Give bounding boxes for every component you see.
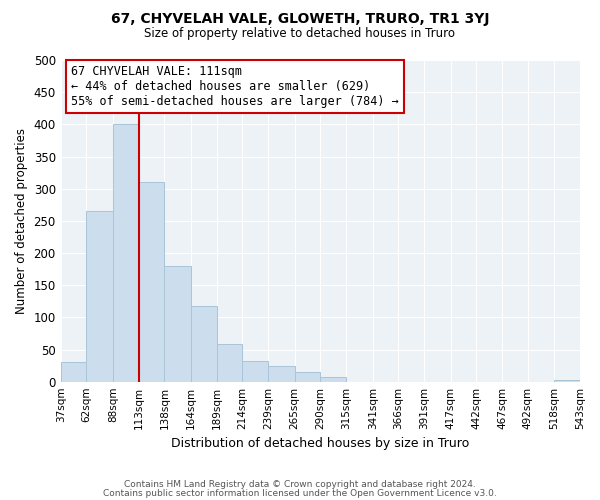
Bar [164,266,191,382]
Bar [113,124,139,382]
Bar [86,211,113,382]
Bar [268,366,295,382]
Bar [295,372,320,382]
Bar [554,380,580,382]
Text: Contains public sector information licensed under the Open Government Licence v3: Contains public sector information licen… [103,488,497,498]
Bar [191,306,217,382]
Text: Size of property relative to detached houses in Truro: Size of property relative to detached ho… [145,28,455,40]
Bar [139,182,164,382]
Text: Contains HM Land Registry data © Crown copyright and database right 2024.: Contains HM Land Registry data © Crown c… [124,480,476,489]
Text: 67, CHYVELAH VALE, GLOWETH, TRURO, TR1 3YJ: 67, CHYVELAH VALE, GLOWETH, TRURO, TR1 3… [111,12,489,26]
Bar [320,377,346,382]
Bar [242,361,268,382]
Bar [61,362,86,382]
Y-axis label: Number of detached properties: Number of detached properties [15,128,28,314]
X-axis label: Distribution of detached houses by size in Truro: Distribution of detached houses by size … [171,437,469,450]
Bar [217,344,242,382]
Text: 67 CHYVELAH VALE: 111sqm
← 44% of detached houses are smaller (629)
55% of semi-: 67 CHYVELAH VALE: 111sqm ← 44% of detach… [71,65,399,108]
